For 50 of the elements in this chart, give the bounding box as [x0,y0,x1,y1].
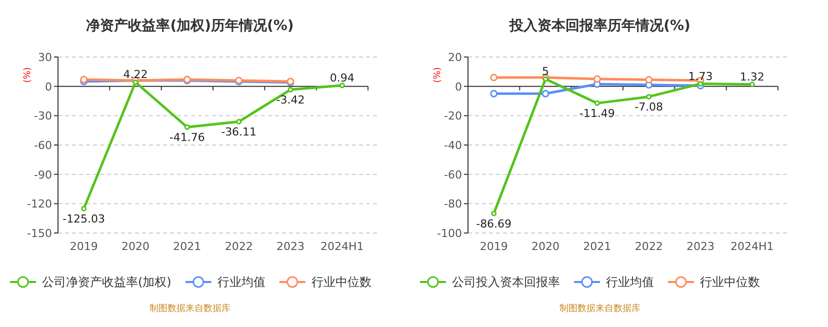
y-tick-label: -120 [27,198,52,211]
x-tick-label: 2020 [532,240,560,253]
y-axis-title: (%) [23,67,33,83]
legend-label: 行业均值 [217,275,266,289]
y-tick-label: 0 [455,80,462,94]
y-tick-label: -20 [444,110,462,123]
x-tick-label: 2019 [480,240,508,253]
x-tick-label: 2021 [173,240,202,253]
legend-label: 公司净资产收益率(加权) [42,275,172,289]
chart-title: 投入资本回报率历年情况(%) [508,17,690,34]
legend-label: 行业均值 [606,275,654,289]
text: 制图数据来自数据库 [560,303,640,314]
data-label: 5 [542,65,549,78]
data-label: -7.08 [634,100,664,114]
legend-label: 公司投入资本回报率 [452,275,560,289]
data-label: -11.49 [579,107,615,120]
x-tick-label: 2024H1 [320,240,364,253]
chart-title: 净资产收益率(加权)历年情况(%) [86,17,294,34]
x-tick-label: 2022 [634,240,663,253]
x-tick-label: 2023 [686,240,714,253]
x-tick-label: 2023 [276,240,304,253]
data-label: 1.32 [740,70,764,84]
data-label: -3.42 [276,94,305,107]
legend-label: 行业中位数 [700,275,760,289]
data-label: 0.94 [330,71,354,84]
data-label: 1.73 [688,70,713,83]
x-tick-label: 2020 [122,240,150,253]
y-tick-label: 20 [448,51,462,64]
data-label: -41.76 [169,131,205,144]
y-tick-label: -90 [34,168,52,182]
y-tick-label: -100 [437,227,462,240]
y-tick-label: -30 [34,110,52,123]
data-label: 4.22 [123,68,148,82]
x-tick-label: 2024H1 [730,240,774,253]
y-tick-label: -150 [27,227,52,240]
data-label: -86.69 [476,217,512,230]
y-tick-label: -80 [444,198,462,211]
y-tick-label: -60 [444,168,462,182]
text: 制图数据来自数据库 [150,303,230,314]
y-tick-label: -60 [34,139,52,152]
y-axis-title: (%) [433,67,443,83]
x-tick-label: 2019 [70,240,98,253]
legend-label: 行业中位数 [311,275,372,289]
x-tick-label: 2022 [224,240,253,253]
y-tick-label: 0 [45,80,52,94]
data-label: -36.11 [221,126,257,139]
y-tick-label: 30 [38,51,52,64]
x-tick-label: 2021 [583,240,612,253]
data-label: -125.03 [62,212,106,226]
y-tick-label: -40 [444,139,462,152]
